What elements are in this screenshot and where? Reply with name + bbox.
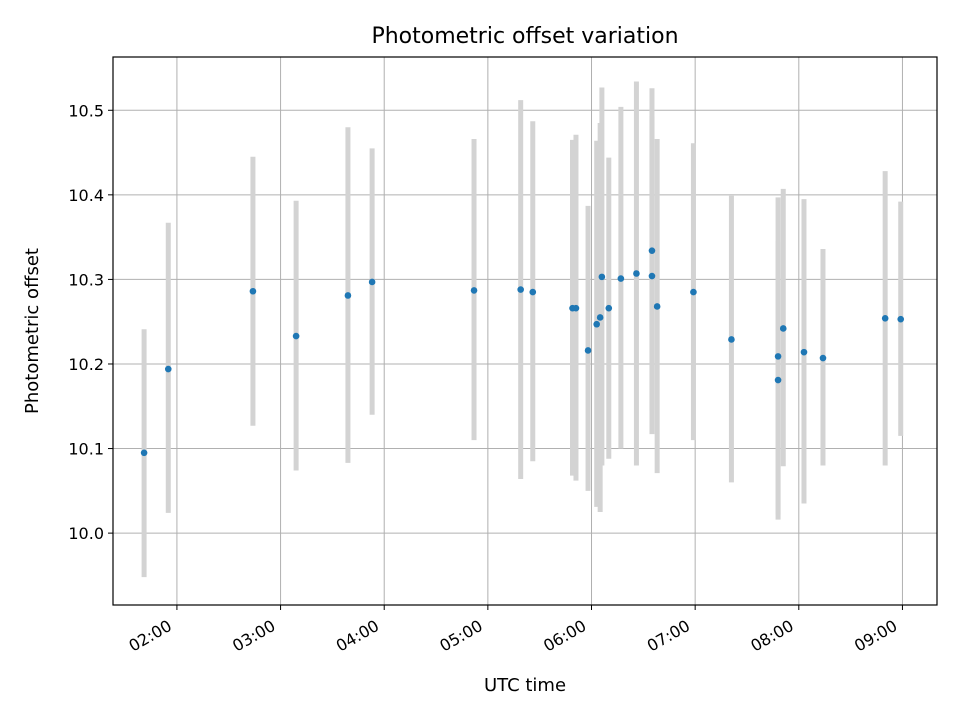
data-point bbox=[596, 314, 604, 321]
data-point bbox=[690, 288, 697, 296]
y-tick-label: 10.3 bbox=[68, 270, 104, 289]
data-point bbox=[774, 376, 782, 384]
data-point bbox=[470, 287, 478, 294]
data-point bbox=[881, 315, 889, 322]
data-point bbox=[140, 449, 148, 457]
data-point bbox=[774, 353, 782, 360]
data-point bbox=[292, 332, 300, 340]
x-axis-label: UTC time bbox=[484, 675, 566, 696]
data-point bbox=[800, 348, 808, 356]
data-point bbox=[897, 315, 905, 323]
data-point bbox=[529, 288, 537, 296]
y-axis-ticks: 10.0 10.1 10.2 10.3 10.4 10.5 bbox=[68, 101, 113, 543]
y-tick-label: 10.0 bbox=[68, 524, 104, 543]
data-point bbox=[164, 365, 172, 373]
data-point bbox=[617, 275, 625, 282]
chart-title: Photometric offset variation bbox=[371, 24, 678, 49]
data-point bbox=[517, 286, 524, 293]
y-tick-label: 10.4 bbox=[68, 186, 104, 205]
data-point bbox=[605, 304, 613, 312]
data-point bbox=[779, 325, 787, 332]
data-point bbox=[648, 247, 656, 254]
y-axis-label: Photometric offset bbox=[22, 248, 43, 414]
data-point bbox=[249, 287, 257, 295]
data-point bbox=[584, 347, 592, 354]
y-tick-label: 10.2 bbox=[68, 355, 104, 374]
data-point bbox=[344, 292, 352, 299]
data-point bbox=[598, 273, 606, 281]
y-tick-label: 10.1 bbox=[68, 440, 104, 459]
grid bbox=[113, 57, 937, 605]
data-point bbox=[648, 272, 656, 280]
data-points bbox=[140, 247, 905, 457]
y-tick-label: 10.5 bbox=[68, 101, 104, 120]
data-point bbox=[368, 278, 376, 286]
data-point bbox=[633, 270, 640, 277]
plot-frame bbox=[112, 56, 938, 606]
data-point bbox=[572, 304, 580, 312]
data-point bbox=[653, 303, 661, 310]
data-point bbox=[593, 320, 600, 328]
data-point bbox=[728, 336, 735, 343]
data-point bbox=[819, 354, 827, 362]
